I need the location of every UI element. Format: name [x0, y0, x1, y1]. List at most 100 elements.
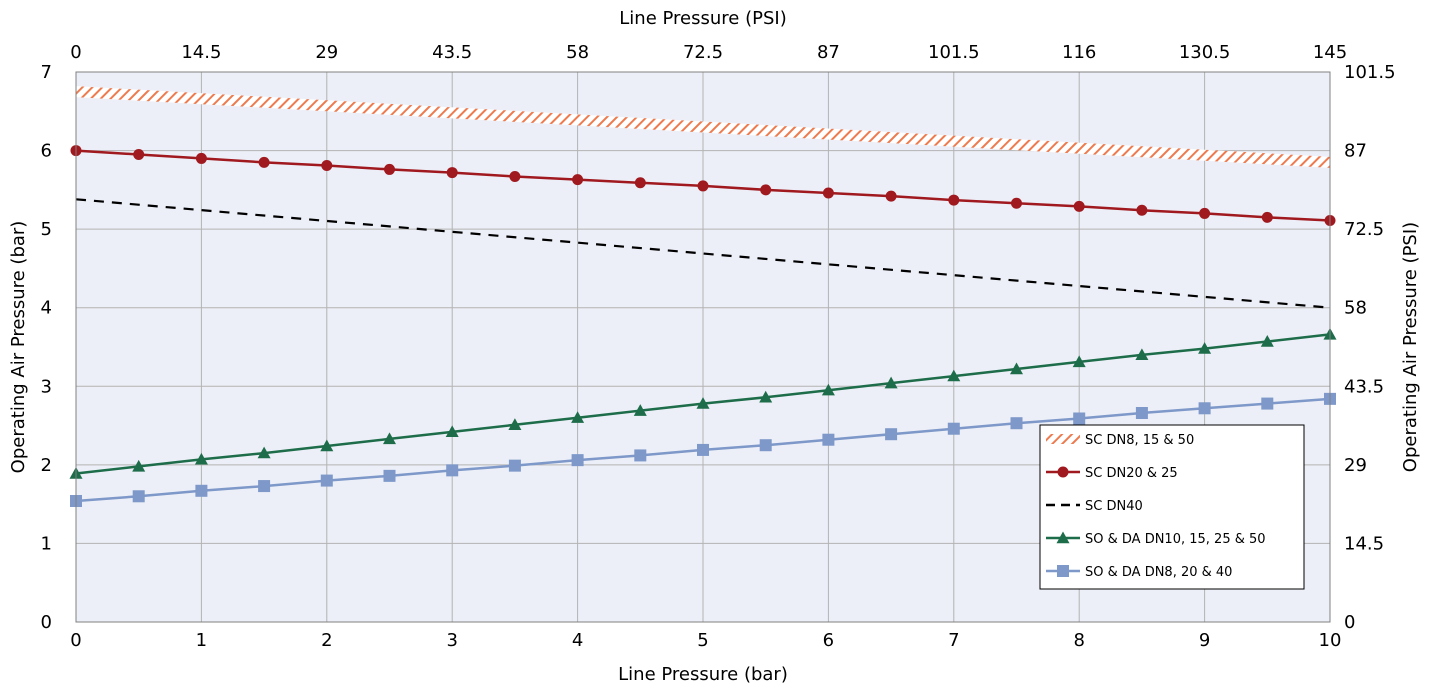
x-tick-label: 1 — [196, 630, 207, 651]
series-point-triangle — [1010, 362, 1023, 375]
series-point-circle — [258, 156, 270, 168]
y2-axis-title: Operating Air Pressure (PSI) — [1400, 222, 1421, 472]
x2-tick-label: 87 — [817, 42, 840, 63]
series-point-circle — [885, 190, 897, 202]
x-tick-label: 5 — [697, 630, 708, 651]
series-point-triangle — [633, 404, 647, 416]
legend-label: SO & DA DN8, 20 & 40 — [1085, 565, 1232, 580]
series-point-square — [195, 484, 208, 497]
legend-label: SC DN40 — [1085, 499, 1143, 514]
y-tick-label: 3 — [41, 376, 52, 397]
y-tick-label: 0 — [41, 612, 52, 633]
series-point-circle — [133, 149, 145, 160]
series-point-square — [1135, 407, 1148, 419]
legend-item: SC DN40 — [1046, 499, 1143, 514]
series-point-circle — [509, 171, 521, 182]
series-point-triangle — [884, 376, 898, 389]
series-point-square — [1057, 565, 1069, 577]
series-point-square — [1073, 412, 1086, 425]
x-tick-label: 10 — [1319, 630, 1342, 651]
series-point-triangle — [1198, 342, 1212, 354]
series-point-circle — [1199, 207, 1211, 219]
series-point-circle — [634, 177, 646, 189]
y2-tick-label: 72.5 — [1344, 219, 1384, 240]
series-point-triangle — [696, 397, 710, 409]
y-tick-label: 1 — [41, 533, 52, 554]
series-line — [75, 198, 1331, 309]
series-point-circle — [1011, 197, 1022, 209]
legend-box — [1039, 424, 1305, 590]
series-point-triangle — [759, 390, 773, 403]
series-point-square — [446, 464, 459, 477]
legend: SC DN8, 15 & 50 SC DN20 & 25 SC DN40 SO & D… — [1039, 424, 1305, 590]
y-tick-label: 6 — [41, 141, 52, 162]
series-point-circle — [822, 187, 834, 199]
series-point-triangle — [132, 459, 146, 472]
series-point-square — [320, 474, 333, 487]
y2-tick-label: 87 — [1344, 141, 1367, 162]
series-point-circle — [384, 163, 395, 175]
x-tick-label: 0 — [70, 630, 81, 651]
legend-swatch-hatch — [1046, 434, 1080, 444]
series-5 — [70, 392, 1336, 507]
series-point-circle — [446, 167, 458, 179]
x2-tick-label: 14.5 — [181, 42, 221, 63]
y-axis-title: Operating Air Pressure (bar) — [8, 221, 29, 474]
x2-tick-label: 116 — [1062, 42, 1096, 63]
series-point-square — [1198, 402, 1211, 415]
x2-tick-label: 0 — [70, 42, 81, 63]
x-tick-label: 4 — [572, 630, 583, 651]
series-point-square — [571, 454, 584, 467]
tick-labels: 0 1 2 3 4 5 6 7 8 9 100 14.5 29 43.5 58 72.5 87 101.5 116 1… — [41, 42, 1396, 651]
series-2 — [70, 145, 1336, 226]
y2-tick-label: 101.5 — [1344, 62, 1396, 83]
series-point-square — [258, 480, 271, 493]
series-point-triangle — [445, 425, 459, 438]
y-tick-label: 2 — [41, 455, 52, 476]
legend-item: SC DN20 & 25 — [1046, 466, 1178, 481]
x-tick-label: 2 — [321, 630, 332, 651]
series-point-square — [383, 469, 396, 482]
y-tick-label: 7 — [41, 62, 52, 83]
y-tick-label: 5 — [41, 219, 52, 240]
series-3 — [75, 198, 1331, 309]
series-point-square — [1261, 397, 1274, 410]
legend-label: SO & DA DN10, 15, 25 & 50 — [1085, 532, 1266, 547]
series-point-triangle — [194, 452, 208, 465]
series-point-triangle — [320, 439, 334, 452]
series-point-circle — [195, 152, 207, 164]
series-point-triangle — [383, 432, 396, 445]
series-band — [76, 86, 1330, 168]
series-point-circle — [1261, 211, 1273, 223]
series-point-triangle — [821, 383, 835, 396]
legend-label: SC DN8, 15 & 50 — [1085, 433, 1194, 448]
legend-item: SC DN8, 15 & 50 — [1046, 433, 1194, 448]
legend-label: SC DN20 & 25 — [1085, 466, 1178, 481]
series-point-triangle — [508, 418, 522, 430]
y2-tick-label: 43.5 — [1344, 376, 1384, 397]
series-1 — [76, 86, 1330, 168]
series-point-square — [947, 422, 960, 435]
series-point-triangle — [947, 369, 961, 382]
series-point-circle — [1073, 200, 1085, 212]
series-point-triangle — [571, 411, 585, 423]
x2-tick-label: 29 — [315, 42, 338, 63]
series-point-triangle — [1056, 531, 1070, 544]
series-point-square — [822, 433, 835, 446]
x2-tick-label: 43.5 — [432, 42, 472, 63]
series-4 — [69, 327, 1337, 479]
x-tick-label: 3 — [446, 630, 457, 651]
series-point-square — [697, 443, 709, 456]
x-tick-label: 7 — [948, 630, 959, 651]
series-point-square — [885, 428, 898, 441]
x2-tick-label: 72.5 — [683, 42, 723, 63]
series-point-triangle — [1260, 335, 1274, 347]
series-point-square — [1010, 417, 1023, 430]
series-point-square — [132, 490, 145, 503]
series-point-circle — [948, 194, 960, 206]
legend-item: SO & DA DN10, 15, 25 & 50 — [1046, 531, 1266, 547]
series-point-circle — [1057, 466, 1069, 478]
series-point-triangle — [1135, 348, 1149, 361]
x2-tick-label: 145 — [1313, 42, 1347, 63]
series-point-triangle — [1072, 355, 1086, 368]
